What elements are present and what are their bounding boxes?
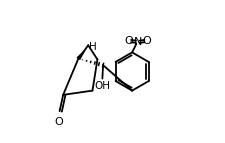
Text: O: O — [142, 36, 150, 46]
Text: O: O — [54, 117, 63, 127]
Polygon shape — [76, 48, 86, 60]
Text: O: O — [124, 36, 133, 46]
Text: H: H — [88, 42, 96, 52]
Text: N: N — [133, 37, 141, 47]
Text: OH: OH — [94, 81, 110, 91]
